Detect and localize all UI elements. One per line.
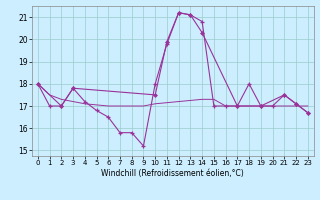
X-axis label: Windchill (Refroidissement éolien,°C): Windchill (Refroidissement éolien,°C) bbox=[101, 169, 244, 178]
